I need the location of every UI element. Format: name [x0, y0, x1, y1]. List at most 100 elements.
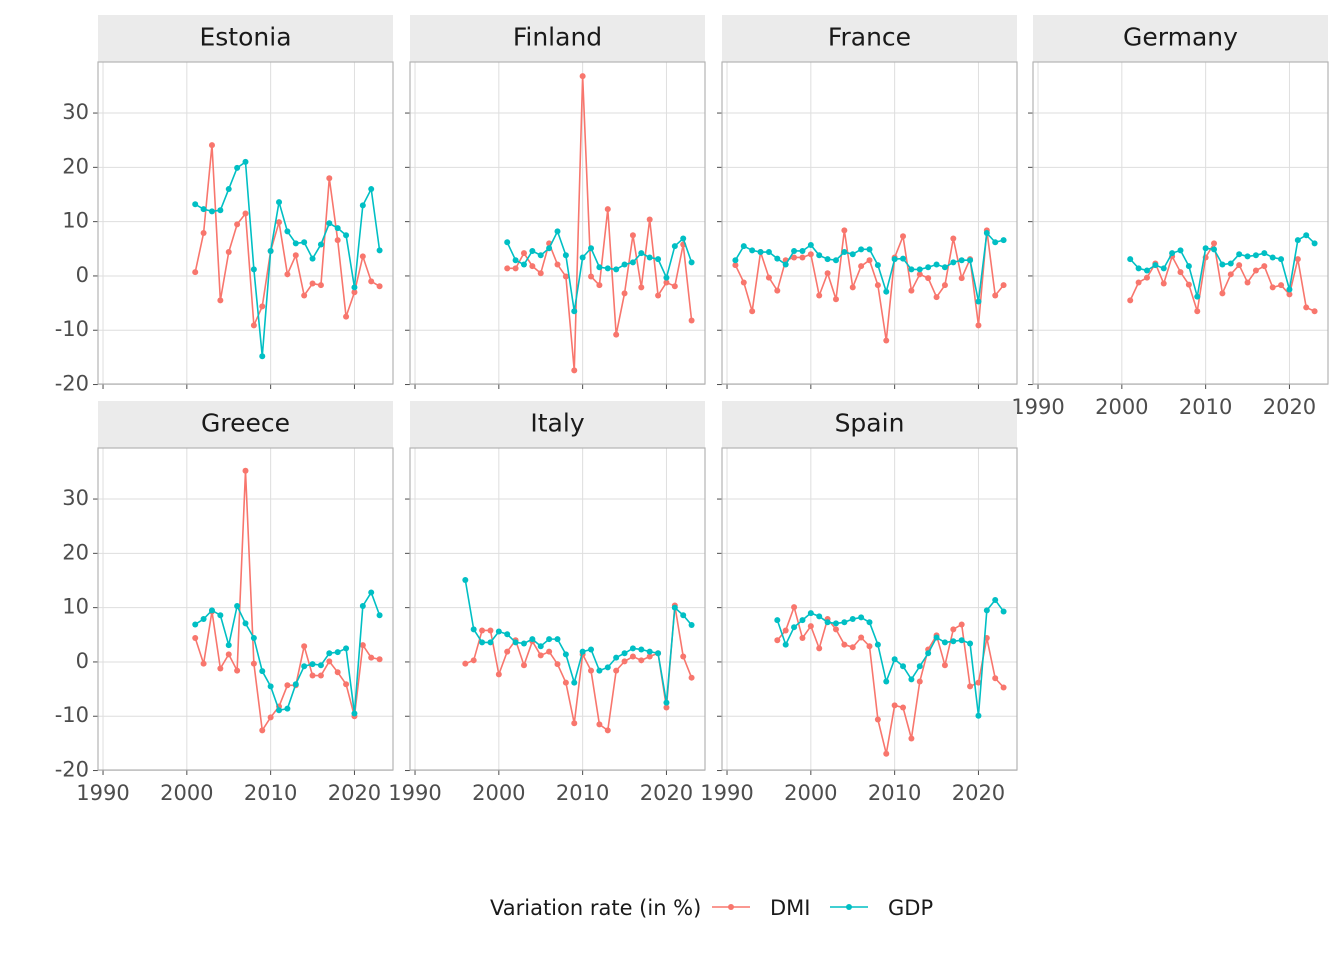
- data-point: [916, 271, 923, 278]
- x-tick-label: 2000: [784, 781, 837, 805]
- data-point: [950, 235, 957, 242]
- data-point: [317, 282, 324, 289]
- y-tick-label: 20: [62, 540, 89, 564]
- data-point: [192, 635, 199, 642]
- data-point: [309, 280, 316, 287]
- x-tick-label: 1990: [388, 781, 441, 805]
- data-point: [470, 626, 477, 633]
- data-point: [849, 284, 856, 291]
- data-point: [816, 645, 823, 652]
- data-point: [301, 663, 308, 670]
- data-point: [967, 640, 974, 647]
- data-point: [1000, 282, 1007, 289]
- data-point: [925, 264, 932, 271]
- data-point: [663, 704, 670, 711]
- strip: [98, 401, 393, 448]
- x-tick-label: 2010: [556, 781, 609, 805]
- data-point: [1211, 246, 1218, 253]
- data-point: [1252, 267, 1259, 274]
- data-point: [588, 667, 595, 674]
- data-point: [621, 290, 628, 297]
- data-point: [816, 292, 823, 299]
- data-point: [621, 650, 628, 657]
- data-point: [250, 660, 257, 667]
- data-point: [192, 201, 199, 208]
- data-point: [799, 635, 806, 642]
- data-point: [824, 619, 831, 626]
- data-point: [613, 667, 620, 674]
- data-point: [749, 308, 756, 315]
- data-point: [504, 239, 511, 246]
- data-point: [537, 643, 544, 650]
- panel-border: [97, 61, 394, 385]
- panel-title: Finland: [513, 23, 602, 52]
- y-tick-label: -20: [55, 372, 89, 396]
- data-point: [807, 623, 814, 630]
- panel-title: Estonia: [199, 23, 291, 52]
- data-point: [663, 274, 670, 281]
- data-point: [579, 648, 586, 655]
- data-point: [225, 249, 232, 256]
- data-point: [343, 681, 350, 688]
- data-point: [1244, 279, 1251, 286]
- panel-background: [410, 448, 705, 770]
- data-point: [841, 641, 848, 648]
- data-point: [782, 627, 789, 634]
- data-point: [849, 251, 856, 258]
- data-point: [200, 230, 207, 237]
- x-tick-label: 2020: [1263, 395, 1316, 419]
- data-point: [462, 576, 469, 583]
- data-point: [1261, 263, 1268, 270]
- data-point: [317, 241, 324, 248]
- data-point: [588, 646, 595, 653]
- data-point: [774, 255, 781, 262]
- data-point: [1194, 308, 1201, 315]
- data-point: [1303, 304, 1310, 311]
- data-point: [858, 246, 865, 253]
- data-point: [267, 683, 274, 690]
- data-point: [292, 240, 299, 247]
- strip: [722, 401, 1017, 448]
- data-point: [1202, 245, 1209, 252]
- data-point: [1169, 250, 1176, 257]
- data-point: [671, 283, 678, 290]
- data-point: [579, 254, 586, 261]
- data-point: [958, 621, 965, 628]
- data-point: [317, 672, 324, 679]
- data-point: [250, 635, 257, 642]
- y-tick-label: -10: [55, 703, 89, 727]
- data-point: [242, 467, 249, 474]
- data-point: [908, 266, 915, 273]
- data-point: [242, 158, 249, 165]
- data-point: [604, 664, 611, 671]
- data-point: [799, 617, 806, 624]
- panel-title: Germany: [1123, 23, 1238, 52]
- data-point: [495, 671, 502, 678]
- data-point: [874, 716, 881, 723]
- data-point: [992, 239, 999, 246]
- data-point: [941, 282, 948, 289]
- data-point: [284, 271, 291, 278]
- data-point: [883, 288, 890, 295]
- data-point: [208, 208, 215, 215]
- data-point: [992, 292, 999, 299]
- x-tick-label: 2020: [952, 781, 1005, 805]
- data-point: [975, 298, 982, 305]
- data-point: [309, 672, 316, 679]
- data-point: [343, 313, 350, 320]
- data-point: [1135, 279, 1142, 286]
- data-point: [225, 651, 232, 658]
- data-point: [1000, 237, 1007, 244]
- data-point: [200, 206, 207, 213]
- data-point: [301, 643, 308, 650]
- x-tick-label: 2010: [244, 781, 297, 805]
- x-tick-label: 1990: [1011, 395, 1064, 419]
- data-point: [292, 252, 299, 259]
- data-point: [317, 662, 324, 669]
- data-point: [874, 262, 881, 269]
- data-point: [655, 650, 662, 657]
- data-point: [757, 249, 764, 256]
- panel-background: [1033, 62, 1328, 384]
- data-point: [334, 669, 341, 676]
